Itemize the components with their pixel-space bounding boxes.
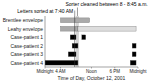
bar	[70, 35, 76, 40]
annotation-leader	[77, 8, 78, 17]
bar	[78, 26, 136, 31]
bar	[132, 43, 136, 48]
bar	[72, 43, 78, 48]
annotation-leader	[74, 11, 75, 17]
x-tick-label: 6 PM	[109, 69, 120, 74]
x-tick-label: Midnight	[129, 69, 147, 74]
plot-area	[45, 16, 136, 67]
category-label: Case-patient 4	[10, 60, 43, 66]
x-tick-label: Noon	[86, 69, 97, 74]
category-label: Brentlee envelope	[3, 17, 44, 23]
sorter-band	[76, 16, 79, 67]
bar	[132, 52, 136, 57]
category-label: Leahy envelope	[8, 26, 44, 32]
x-axis-label: Time of Day, October 12, 2001	[58, 75, 126, 81]
bar	[45, 60, 78, 65]
annotation: Sorter cleaned between 8 - 8:45 a.m.	[65, 1, 147, 7]
chart: Brentlee envelope Leahy envelope Case-pati…	[0, 0, 150, 82]
x-axis	[45, 67, 138, 68]
letters-line	[74, 16, 75, 67]
x-tick-label: 4 AM	[55, 69, 66, 74]
bar	[61, 26, 78, 31]
category-label: Case-patient 2	[10, 43, 43, 49]
bar	[61, 18, 90, 23]
bar	[130, 60, 136, 65]
bar	[82, 35, 86, 40]
category-label: Case-patient 1	[10, 34, 43, 40]
annotation: Letters sorted at 7:40 AM	[17, 8, 73, 14]
y-axis	[45, 16, 46, 67]
x-tick-label: Midnight	[36, 69, 54, 74]
category-label: Case-patient 3	[10, 51, 43, 57]
